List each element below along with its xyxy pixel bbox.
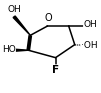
Text: F: F <box>53 65 60 75</box>
Text: ·OH: ·OH <box>81 41 98 50</box>
Polygon shape <box>13 16 30 35</box>
Text: O: O <box>44 13 52 23</box>
Text: HO: HO <box>2 45 15 54</box>
Text: OH: OH <box>8 5 22 14</box>
Text: OH: OH <box>84 20 97 29</box>
Polygon shape <box>14 49 28 51</box>
